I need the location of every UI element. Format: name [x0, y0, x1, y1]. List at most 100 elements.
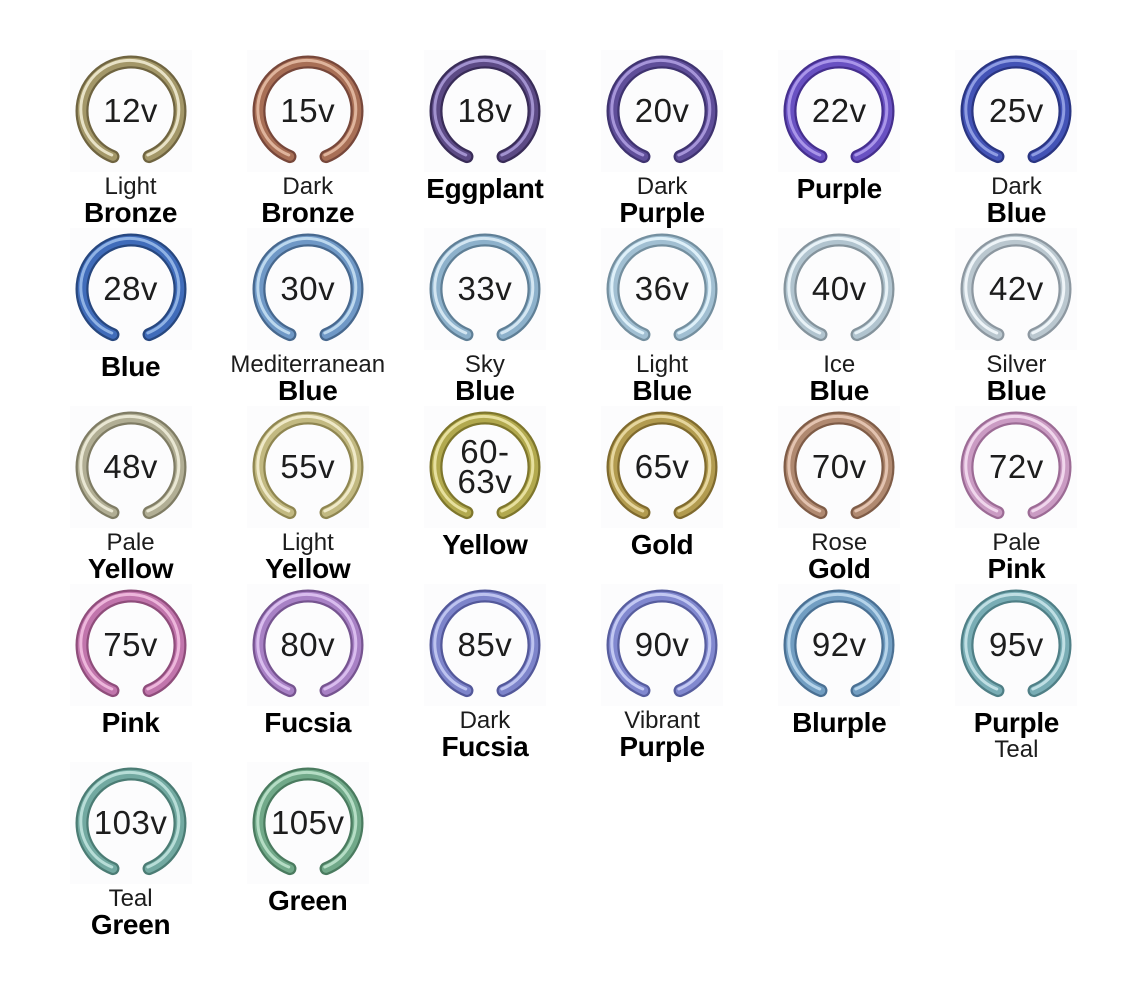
captive-ring-icon: [606, 55, 718, 167]
color-name-text: Blue: [455, 375, 515, 407]
ring-image: 33v: [423, 228, 546, 350]
color-name-label: Light Blue: [632, 352, 692, 406]
captive-ring-icon: [252, 55, 364, 167]
ring-image: 12v: [69, 50, 192, 172]
color-name-text: Blue: [100, 351, 161, 382]
color-name-text: Purple: [796, 173, 883, 204]
ring-image: 103v: [69, 762, 192, 884]
ring-tile: 40v Ice Blue: [751, 228, 928, 406]
color-name-label: Sky Blue: [455, 351, 515, 407]
ring-tile: 95v Purple Teal: [928, 584, 1105, 762]
color-name-label: Blue: [100, 351, 161, 382]
ring-image: 42v: [955, 228, 1078, 350]
color-name-label: Fucsia: [264, 708, 351, 738]
captive-ring-icon: [252, 233, 364, 345]
captive-ring-icon: [75, 411, 187, 523]
color-name-label: Mediterranean Blue: [230, 351, 386, 407]
anodizing-color-grid: 12v Light Bronze 15v Dark Bronze 18v Eggpl…: [42, 0, 1105, 940]
ring-tile: 85v Dark Fucsia: [396, 584, 573, 762]
ring-tile: 92v Blurple: [751, 584, 928, 762]
color-name-label: Silver Blue: [986, 352, 1047, 407]
color-name-text: Ice: [823, 351, 856, 378]
color-name-label: Dark Blue: [986, 174, 1047, 229]
color-name-text: Blue: [278, 375, 338, 407]
color-name-text: Rose: [811, 529, 868, 556]
color-name-label: Light Bronze: [84, 173, 177, 228]
ring-tile: 75v Pink: [42, 584, 219, 762]
captive-ring-icon: [960, 55, 1072, 167]
ring-tile: 60- 63v Yellow: [396, 406, 573, 584]
captive-ring-icon: [75, 767, 187, 879]
ring-image: 90v: [601, 584, 724, 706]
ring-tile: 28v Blue: [42, 228, 219, 406]
ring-image: 72v: [955, 406, 1078, 528]
captive-ring-icon: [429, 411, 541, 523]
color-name-label: Dark Bronze: [261, 174, 355, 229]
ring-tile: 12v Light Bronze: [42, 50, 219, 228]
ring-image: 65v: [601, 406, 724, 528]
color-name-text: Teal: [108, 885, 153, 912]
color-name-text: Purple: [619, 197, 705, 229]
color-name-text: Eggplant: [426, 173, 544, 204]
color-name-text: Blue: [986, 197, 1047, 229]
color-name-text: Bronze: [261, 197, 355, 229]
ring-tile: 22v Purple: [751, 50, 928, 228]
captive-ring-icon: [75, 233, 187, 345]
captive-ring-icon: [783, 589, 895, 701]
ring-tile: 72v Pale Pink: [928, 406, 1105, 584]
ring-image: 30v: [246, 228, 369, 350]
color-name-text: Gold: [807, 553, 871, 585]
captive-ring-icon: [783, 411, 895, 523]
ring-tile: 20v Dark Purple: [574, 50, 751, 228]
ring-image: 55v: [246, 406, 369, 528]
color-name-text: Pink: [101, 707, 160, 738]
ring-image: 48v: [69, 406, 192, 528]
color-name-text: Teal: [994, 735, 1039, 763]
color-name-label: Pale Yellow: [87, 530, 174, 585]
ring-tile: 103v Teal Green: [42, 762, 219, 940]
ring-image: 15v: [246, 50, 369, 172]
color-name-text: Blue: [986, 375, 1047, 407]
color-name-label: Light Yellow: [265, 529, 351, 584]
ring-tile: 105v Green: [219, 762, 396, 940]
ring-tile: 18v Eggplant: [396, 50, 573, 228]
ring-tile: 42v Silver Blue: [928, 228, 1105, 406]
ring-image: 25v: [955, 50, 1078, 172]
color-name-text: Green: [268, 885, 348, 916]
color-name-text: Light: [104, 173, 157, 200]
ring-image: 70v: [778, 406, 901, 528]
ring-tile: 65v Gold: [574, 406, 751, 584]
ring-image: 92v: [778, 584, 901, 706]
captive-ring-icon: [252, 767, 364, 879]
captive-ring-icon: [252, 411, 364, 523]
color-name-text: Sky: [464, 351, 505, 378]
color-name-text: Pale: [992, 529, 1041, 556]
color-name-label: Teal Green: [90, 885, 171, 941]
color-name-text: Dark: [459, 707, 511, 734]
color-name-label: Dark Purple: [619, 174, 705, 229]
color-name-label: Green: [268, 885, 348, 916]
color-name-label: Gold: [631, 530, 694, 560]
ring-image: 60- 63v: [423, 406, 546, 528]
captive-ring-icon: [75, 589, 187, 701]
color-name-label: Blurple: [792, 708, 887, 738]
color-name-text: Green: [90, 909, 171, 941]
color-name-text: Mediterranean: [230, 351, 386, 378]
ring-tile: 15v Dark Bronze: [219, 50, 396, 228]
color-name-label: Dark Fucsia: [441, 707, 528, 762]
color-name-label: Rose Gold: [807, 529, 871, 585]
color-name-label: Yellow: [442, 529, 528, 560]
ring-tile: 48v Pale Yellow: [42, 406, 219, 584]
color-name-text: Yellow: [87, 553, 174, 585]
color-name-text: Light: [281, 529, 334, 556]
color-name-label: Pink: [101, 707, 160, 738]
color-name-label: Purple Teal: [974, 708, 1060, 763]
captive-ring-icon: [606, 589, 718, 701]
ring-tile: 25v Dark Blue: [928, 50, 1105, 228]
ring-image: 22v: [778, 50, 901, 172]
color-name-label: Purple: [796, 173, 883, 204]
captive-ring-icon: [252, 589, 364, 701]
captive-ring-icon: [960, 589, 1072, 701]
color-name-text: Yellow: [442, 529, 528, 560]
ring-image: 36v: [601, 228, 724, 350]
